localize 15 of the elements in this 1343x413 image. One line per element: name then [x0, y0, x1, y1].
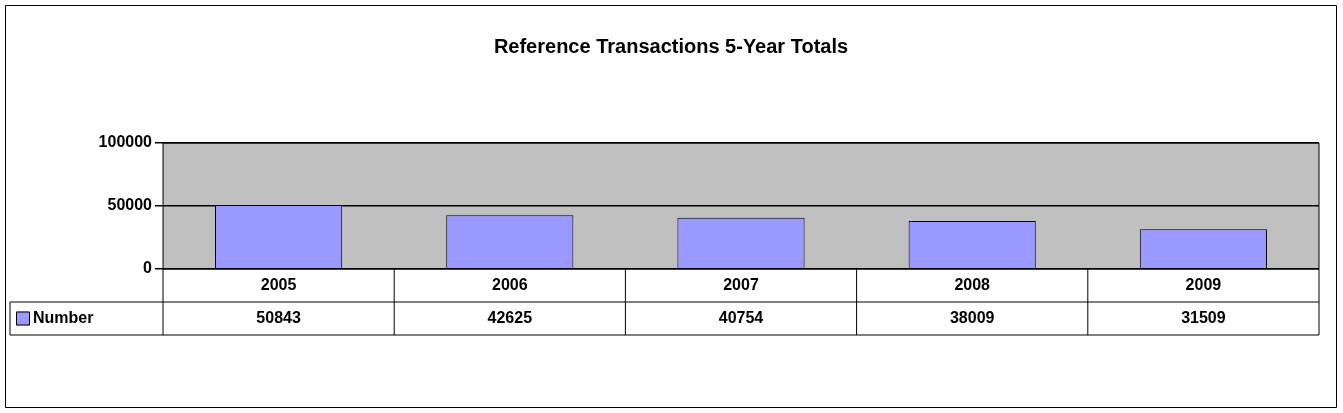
data-label: 50843 [256, 308, 301, 326]
data-label: 31509 [1181, 308, 1226, 326]
data-label: 38009 [949, 308, 995, 326]
y-tick-label: 50000 [107, 196, 153, 214]
x-tick-label: 2009 [1185, 275, 1222, 293]
x-tick-label: 2008 [954, 275, 991, 293]
data-label: 40754 [718, 308, 764, 326]
y-tick-label: 0 [143, 259, 153, 277]
x-tick-label: 2007 [723, 275, 759, 293]
legend-label: Number [33, 308, 94, 326]
chart-title: Reference Transactions 5-Year Totals [493, 34, 849, 57]
data-label: 42625 [487, 308, 533, 326]
x-tick-label: 2005 [260, 275, 297, 293]
x-tick-label: 2006 [492, 275, 528, 293]
y-tick-label: 100000 [98, 133, 153, 151]
